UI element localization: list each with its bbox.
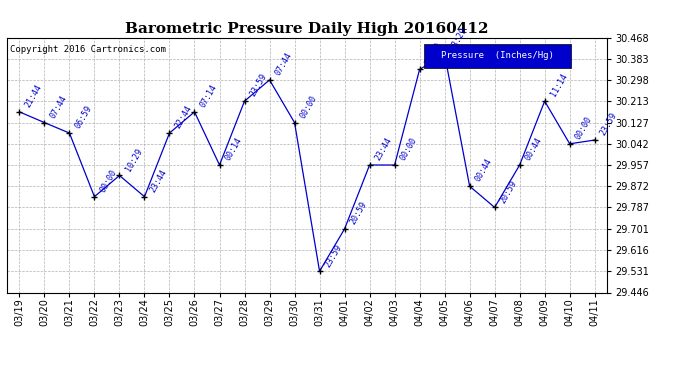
- Title: Barometric Pressure Daily High 20160412: Barometric Pressure Daily High 20160412: [126, 22, 489, 36]
- FancyBboxPatch shape: [424, 44, 571, 68]
- Text: 23:44: 23:44: [148, 168, 169, 194]
- Text: 07:14: 07:14: [199, 83, 219, 109]
- Text: Pressure  (Inches/Hg): Pressure (Inches/Hg): [441, 51, 554, 60]
- Text: 07:44: 07:44: [48, 94, 69, 120]
- Text: 23:59: 23:59: [599, 111, 619, 137]
- Text: 20:59: 20:59: [499, 178, 519, 205]
- Text: 10:29: 10:29: [124, 147, 144, 173]
- Text: 07:44: 07:44: [274, 51, 294, 77]
- Text: 21:44: 21:44: [23, 83, 44, 109]
- Text: 00:00: 00:00: [99, 168, 119, 194]
- Text: 23:59: 23:59: [424, 40, 444, 67]
- Text: 00:00: 00:00: [299, 94, 319, 120]
- Text: 20:59: 20:59: [348, 200, 369, 226]
- Text: 00:14: 00:14: [224, 136, 244, 162]
- Text: 22:44: 22:44: [174, 104, 194, 130]
- Text: 00:00: 00:00: [574, 115, 594, 141]
- Text: Copyright 2016 Cartronics.com: Copyright 2016 Cartronics.com: [10, 45, 166, 54]
- Text: 00:00: 00:00: [399, 136, 419, 162]
- Text: 08:29: 08:29: [448, 26, 469, 52]
- Text: 23:59: 23:59: [248, 72, 269, 98]
- Text: 00:44: 00:44: [524, 136, 544, 162]
- Text: 06:59: 06:59: [74, 104, 94, 130]
- Text: 00:44: 00:44: [474, 157, 494, 183]
- Text: 23:44: 23:44: [374, 136, 394, 162]
- Text: 11:14: 11:14: [549, 72, 569, 98]
- Text: 23:59: 23:59: [324, 242, 344, 268]
